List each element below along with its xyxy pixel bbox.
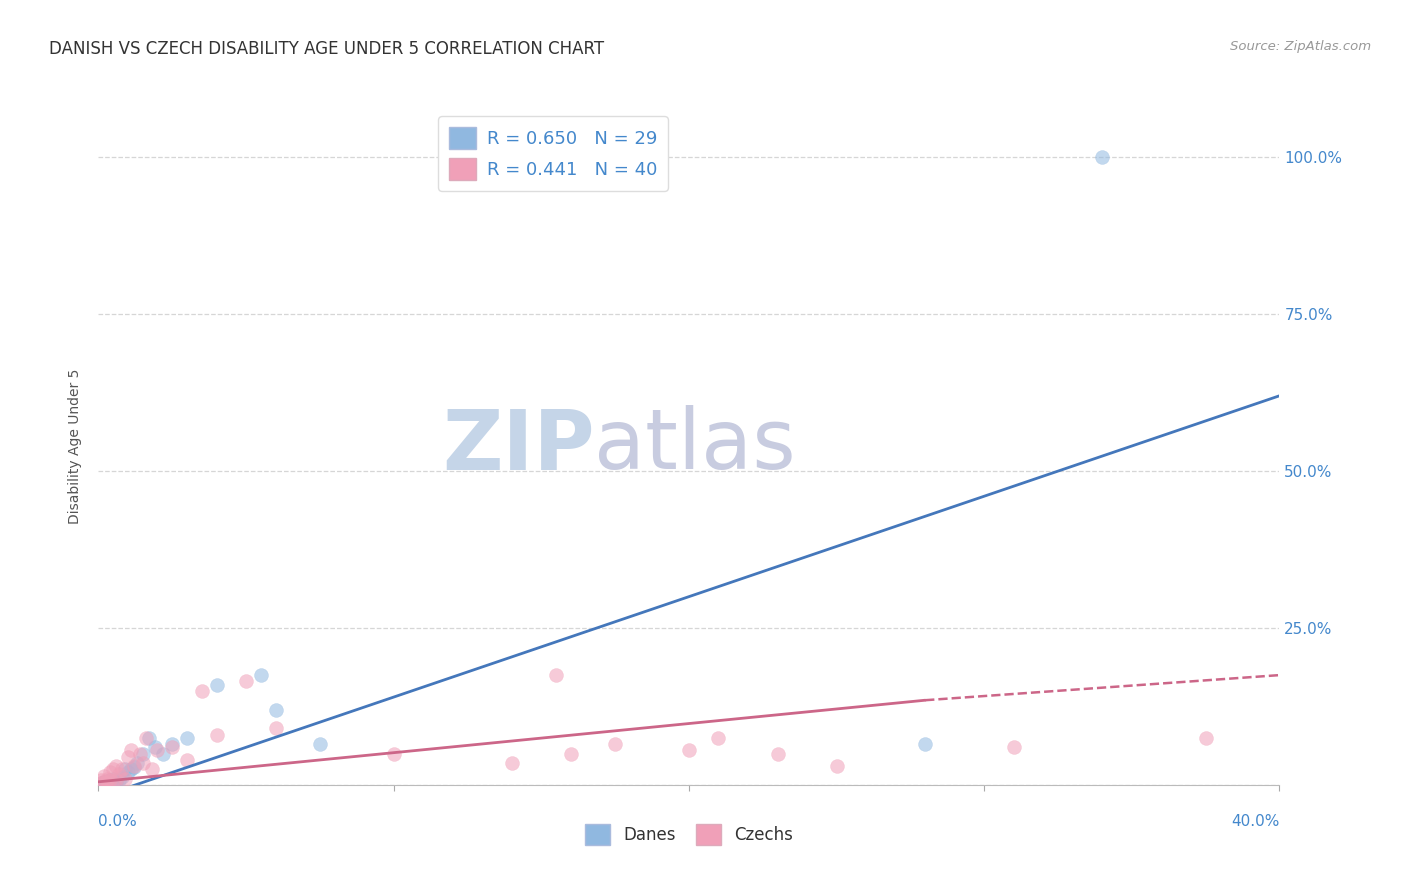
Point	[250, 668, 273, 682]
Point	[678, 743, 700, 757]
Point	[98, 772, 121, 787]
Text: ZIP: ZIP	[441, 406, 595, 486]
Point	[125, 756, 148, 770]
Point	[96, 772, 118, 786]
Point	[191, 683, 214, 698]
Point	[382, 747, 405, 761]
Point	[914, 737, 936, 751]
Point	[1002, 740, 1025, 755]
Point	[103, 776, 125, 790]
Text: Source: ZipAtlas.com: Source: ZipAtlas.com	[1230, 40, 1371, 54]
Point	[235, 674, 257, 689]
Point	[93, 776, 115, 790]
Point	[122, 760, 145, 774]
Point	[105, 759, 128, 773]
Point	[93, 774, 115, 789]
Point	[138, 731, 160, 745]
Point	[176, 731, 198, 745]
Point	[162, 737, 183, 751]
Point	[560, 747, 582, 761]
Point	[707, 731, 730, 745]
Text: atlas: atlas	[595, 406, 796, 486]
Point	[96, 775, 118, 789]
Text: 0.0%: 0.0%	[98, 814, 138, 829]
Point	[93, 774, 115, 789]
Point	[264, 722, 287, 736]
Point	[117, 749, 139, 764]
Point	[132, 747, 155, 761]
Point	[1091, 150, 1114, 164]
Point	[128, 747, 150, 761]
Point	[205, 728, 228, 742]
Point	[146, 743, 169, 757]
Point	[108, 766, 131, 780]
Point	[605, 737, 627, 751]
Point	[96, 776, 118, 790]
Legend: Danes, Czechs: Danes, Czechs	[578, 818, 800, 851]
Point	[152, 747, 174, 761]
Text: DANISH VS CZECH DISABILITY AGE UNDER 5 CORRELATION CHART: DANISH VS CZECH DISABILITY AGE UNDER 5 C…	[49, 40, 605, 58]
Point	[111, 771, 134, 785]
Point	[141, 762, 163, 776]
Point	[135, 731, 157, 745]
Point	[143, 740, 166, 755]
Point	[825, 759, 848, 773]
Point	[122, 759, 145, 773]
Point	[98, 772, 121, 787]
Point	[114, 762, 136, 776]
Text: 40.0%: 40.0%	[1232, 814, 1279, 829]
Point	[501, 756, 523, 770]
Point	[105, 772, 128, 787]
Y-axis label: Disability Age Under 5: Disability Age Under 5	[69, 368, 83, 524]
Point	[132, 756, 155, 770]
Point	[162, 740, 183, 755]
Point	[90, 776, 112, 790]
Point	[111, 762, 134, 776]
Point	[1195, 731, 1218, 745]
Point	[205, 677, 228, 691]
Point	[108, 772, 131, 787]
Point	[103, 774, 125, 789]
Point	[98, 765, 121, 780]
Point	[90, 772, 112, 787]
Point	[105, 775, 128, 789]
Point	[90, 776, 112, 790]
Point	[546, 668, 568, 682]
Point	[103, 762, 125, 776]
Point	[120, 762, 142, 776]
Point	[96, 774, 118, 789]
Point	[176, 753, 198, 767]
Point	[98, 775, 121, 789]
Point	[114, 772, 136, 786]
Point	[309, 737, 332, 751]
Point	[103, 772, 125, 786]
Point	[120, 743, 142, 757]
Point	[117, 765, 139, 780]
Point	[93, 768, 115, 782]
Point	[264, 703, 287, 717]
Point	[766, 747, 789, 761]
